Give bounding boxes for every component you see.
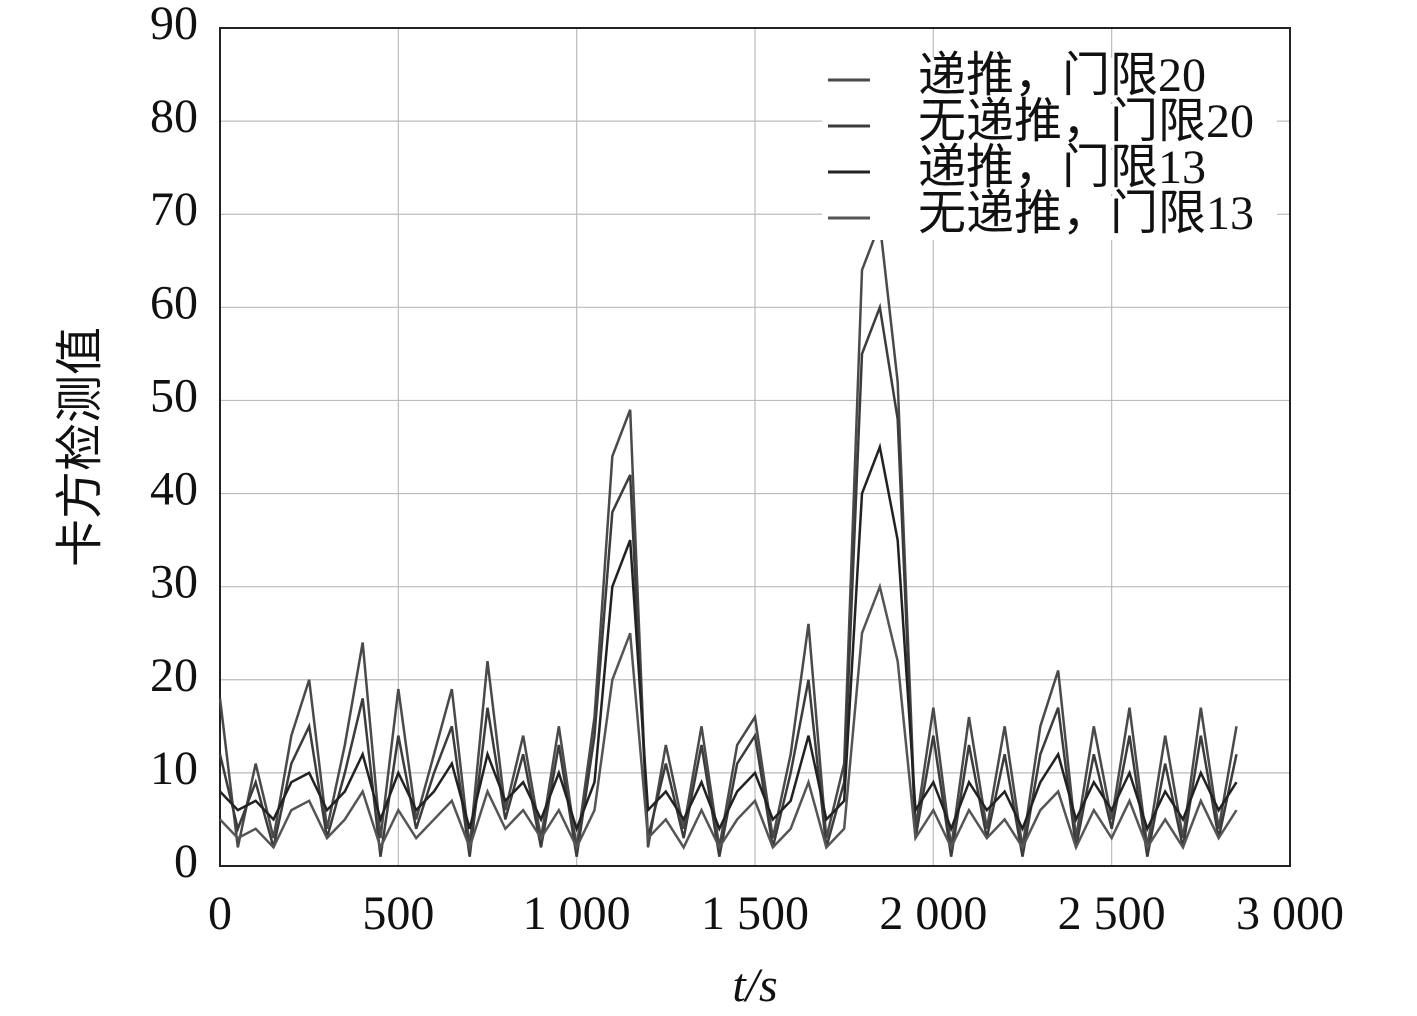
legend-bg <box>822 58 1277 102</box>
legend-label: 递推，门限20 <box>918 49 1206 102</box>
series-line <box>218 302 1238 857</box>
legend-label: 无递推，门限20 <box>918 95 1254 148</box>
y-tick-label: 60 <box>150 276 198 329</box>
x-axis-label: t/s <box>732 959 777 1012</box>
y-tick-label: 20 <box>150 649 198 702</box>
y-tick-label: 70 <box>150 183 198 236</box>
y-tick-label: 40 <box>150 463 198 516</box>
series-line <box>219 442 1238 833</box>
series-line <box>219 582 1238 852</box>
x-tick-label: 3 000 <box>1236 887 1344 940</box>
legend-bg <box>822 150 1277 194</box>
y-tick-label: 10 <box>150 742 198 795</box>
legend-label: 递推，门限13 <box>918 141 1206 194</box>
y-tick-label: 50 <box>150 369 198 422</box>
y-tick-label: 30 <box>150 556 198 609</box>
series-line <box>218 223 1238 848</box>
legend-bg <box>822 104 1277 148</box>
y-tick-label: 0 <box>174 835 198 888</box>
y-axis-label: 卡方检测值 <box>54 327 107 567</box>
y-tick-label: 90 <box>150 0 198 50</box>
legend-label: 无递推，门限13 <box>918 187 1254 240</box>
legend-bg <box>822 196 1277 240</box>
x-tick-label: 2 500 <box>1058 887 1166 940</box>
y-tick-label: 80 <box>150 90 198 143</box>
x-tick-label: 2 000 <box>879 887 987 940</box>
x-tick-label: 1 500 <box>701 887 809 940</box>
x-tick-label: 0 <box>208 887 232 940</box>
plot-frame <box>219 27 1291 867</box>
x-tick-label: 1 000 <box>523 887 631 940</box>
x-tick-label: 500 <box>362 887 434 940</box>
